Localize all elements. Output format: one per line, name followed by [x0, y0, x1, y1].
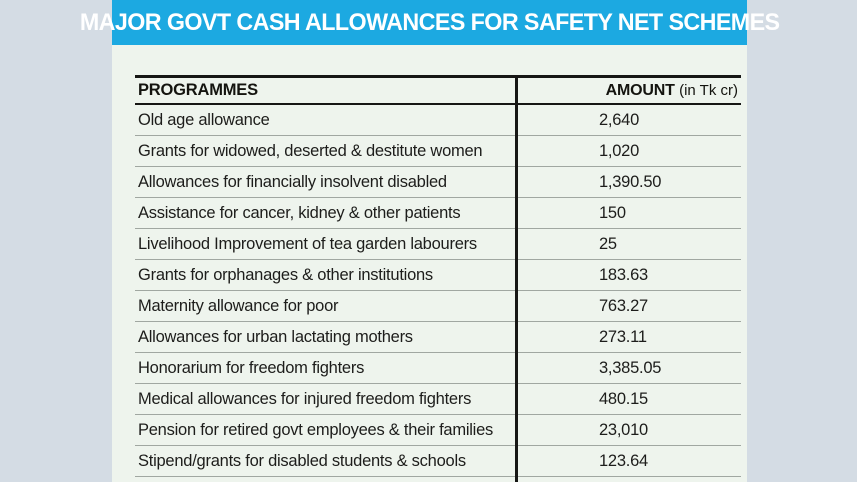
- amount-cell: 150: [599, 203, 626, 222]
- table-row: Grants for widowed, deserted & destitute…: [135, 136, 741, 167]
- amount-cell: 183.63: [599, 265, 648, 284]
- programme-cell: Stipend/grants for disabled students & s…: [138, 451, 466, 470]
- table-row: Allowances for financially insolvent dis…: [135, 167, 741, 198]
- programme-cell: Allowances for urban lactating mothers: [138, 327, 413, 346]
- amount-cell: 25: [599, 234, 617, 253]
- amount-cell: 23,010: [599, 420, 648, 439]
- table-row: Maternity allowance for poor 763.27: [135, 291, 741, 322]
- table-row: Honorarium for freedom fighters 3,385.05: [135, 353, 741, 384]
- title-bar: MAJOR GOVT CASH ALLOWANCES FOR SAFETY NE…: [80, 0, 780, 45]
- table-row: Allowances for urban lactating mothers 27…: [135, 322, 741, 353]
- amount-cell: 1,390.50: [599, 172, 662, 191]
- programme-cell: Old age allowance: [138, 110, 270, 129]
- programme-cell: Allowances for financially insolvent dis…: [138, 172, 447, 191]
- amount-header-unit: (in Tk cr): [679, 81, 738, 99]
- amount-cell: 3,385.05: [599, 358, 662, 377]
- table-row: Livelihood Improvement of tea garden lab…: [135, 229, 741, 260]
- table-row: Old age allowance 2,640: [135, 105, 741, 136]
- table-header-row: PROGRAMMES AMOUNT (in Tk cr): [135, 75, 741, 105]
- programme-cell: Grants for orphanages & other institutio…: [138, 265, 433, 284]
- programme-cell: Honorarium for freedom fighters: [138, 358, 365, 377]
- column-header-programmes: PROGRAMMES: [138, 81, 258, 99]
- programme-cell: Maternity allowance for poor: [138, 296, 339, 315]
- allowances-table: PROGRAMMES AMOUNT (in Tk cr) Old age all…: [135, 75, 741, 477]
- amount-cell: 123.64: [599, 451, 648, 470]
- amount-cell: 2,640: [599, 110, 640, 129]
- amount-cell: 1,020: [599, 141, 640, 160]
- amount-cell: 273.11: [599, 327, 647, 346]
- table-container: PROGRAMMES AMOUNT (in Tk cr) Old age all…: [112, 45, 747, 482]
- column-header-amount: AMOUNT (in Tk cr): [515, 82, 741, 100]
- amount-header-label: AMOUNT: [605, 81, 675, 99]
- table-row: Pension for retired govt employees & the…: [135, 415, 741, 446]
- page-title: MAJOR GOVT CASH ALLOWANCES FOR SAFETY NE…: [79, 8, 780, 36]
- table-row: Medical allowances for injured freedom f…: [135, 384, 741, 415]
- programme-cell: Assistance for cancer, kidney & other pa…: [138, 203, 461, 222]
- programme-cell: Pension for retired govt employees & the…: [138, 420, 494, 439]
- infographic-panel: MAJOR GOVT CASH ALLOWANCES FOR SAFETY NE…: [80, 0, 780, 482]
- amount-cell: 480.15: [599, 389, 648, 408]
- programme-cell: Medical allowances for injured freedom f…: [138, 389, 472, 408]
- programme-cell: Grants for widowed, deserted & destitute…: [138, 141, 483, 160]
- programme-cell: Livelihood Improvement of tea garden lab…: [138, 234, 477, 253]
- table-row: Grants for orphanages & other institutio…: [135, 260, 741, 291]
- table-row: Stipend/grants for disabled students & s…: [135, 446, 741, 477]
- table-row: Assistance for cancer, kidney & other pa…: [135, 198, 741, 229]
- column-divider-line: [515, 75, 518, 482]
- table-body: Old age allowance 2,640 Grants for widowed…: [135, 105, 741, 477]
- amount-cell: 763.27: [599, 296, 648, 315]
